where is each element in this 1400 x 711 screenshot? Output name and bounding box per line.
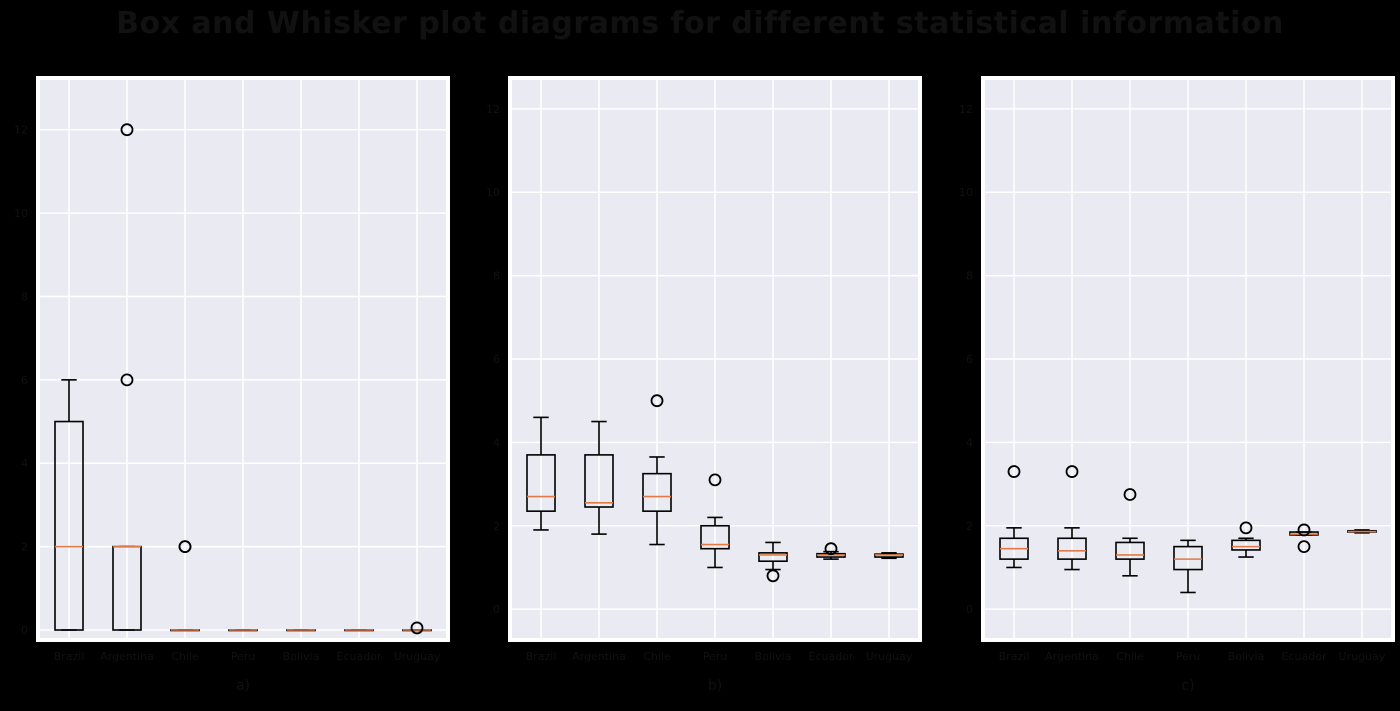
box-iqr [758,552,788,563]
box-flier [1007,465,1021,478]
y-tick-label: 6 [21,374,28,387]
y-tick-label: 2 [966,520,973,533]
x-tick-label: Bolivia [755,650,792,663]
box-iqr [1115,541,1145,560]
box-flier [120,123,134,137]
y-tick-label: 10 [959,186,973,199]
box-plot-item [874,552,904,560]
box-plot-item [584,420,614,535]
y-tick-label: 8 [21,290,28,303]
box-flier [1065,465,1079,478]
y-tick-label: 12 [14,124,28,137]
x-tick-label: Argentina [1045,650,1099,663]
box-flier [1297,540,1311,554]
box-plot-item [999,465,1029,569]
panel-label: b) [708,678,722,694]
x-tick-label: Brazil [526,650,557,663]
box-iqr [54,420,84,631]
x-tick-label: Peru [231,650,256,663]
x-tick-label: Uruguay [866,650,913,663]
panel-c: 0 2 4 6 8 10 12 Brazil Argentina Chile Peru Bolivia… [959,76,1395,694]
figure-title: Box and Whisker plot diagrams for differ… [116,6,1284,41]
x-tick-label: Peru [703,650,728,663]
x-tick-label: Uruguay [1339,650,1386,663]
x-tick-label: Argentina [100,650,154,663]
box-plot-item [758,541,788,583]
y-tick-label: 4 [21,457,28,470]
box-iqr [526,454,556,512]
y-tick-label: 6 [493,353,500,366]
y-tick-label: 10 [486,186,500,199]
box-flier [1123,488,1137,501]
box-plot-item [402,621,432,635]
y-tick-label: 4 [493,436,500,449]
box-iqr [584,454,614,508]
x-tick-label: Argentina [572,650,626,663]
y-tick-label: 10 [14,207,28,220]
box-flier [1297,523,1311,537]
box-plot-item [286,629,316,632]
x-tick-label: Chile [1116,650,1144,663]
x-tick-label: Chile [171,650,199,663]
x-tick-label: Uruguay [394,650,441,663]
box-plot-item [526,416,556,531]
box-iqr [1057,537,1087,560]
box-flier [178,540,192,554]
panel-label: c) [1181,678,1194,694]
y-tick-label: 12 [959,103,973,116]
box-flier [824,542,838,556]
x-tick-label: Peru [1176,650,1201,663]
x-tick-label: Brazil [999,650,1030,663]
box-plot-item [700,473,730,569]
x-tick-label: Bolivia [1228,650,1265,663]
x-tick-label: Ecuador [809,650,854,663]
y-tick-label: 6 [966,353,973,366]
box-plot-item [1231,521,1261,558]
y-tick-label: 8 [966,270,973,283]
box-iqr [1231,539,1261,551]
box-plot-item [1347,529,1377,534]
box-plot-item [112,123,142,631]
x-tick-label: Bolivia [283,650,320,663]
y-tick-label: 0 [966,603,973,616]
y-tick-label: 2 [21,541,28,554]
box-plot-item [1115,488,1145,577]
box-plot-item [344,629,374,632]
box-iqr [642,472,672,512]
box-iqr [1173,545,1203,571]
box-flier [120,373,134,387]
box-plot-item [642,394,672,546]
x-tick-label: Ecuador [1282,650,1327,663]
y-tick-label: 4 [966,436,973,449]
box-plot-item [228,629,258,632]
y-tick-label: 8 [493,270,500,283]
box-plot-item [1173,539,1203,594]
y-tick-label: 12 [486,103,500,116]
box-plot-item [1057,465,1087,571]
box-plot-item [816,542,846,560]
box-flier [766,569,780,583]
box-plot-item [170,540,200,632]
box-flier [410,621,424,635]
x-tick-label: Brazil [54,650,85,663]
y-tick-label: 0 [493,603,500,616]
box-iqr [700,524,730,550]
panel-b: 0 2 4 6 8 10 12 Brazil Argentina Chile Peru Bolivia… [486,76,922,694]
box-plot-item [1289,523,1319,554]
box-plot-item [54,379,84,631]
box-flier [1239,521,1253,535]
x-tick-label: Chile [643,650,671,663]
panel-a: 0 2 4 6 8 10 12 Brazil Argentina Chile Peru Bolivia… [14,76,450,694]
box-flier [708,473,722,487]
y-tick-label: 2 [493,520,500,533]
panel-label: a) [236,678,250,694]
y-tick-label: 0 [21,624,28,637]
x-tick-label: Ecuador [337,650,382,663]
box-flier [650,394,664,408]
